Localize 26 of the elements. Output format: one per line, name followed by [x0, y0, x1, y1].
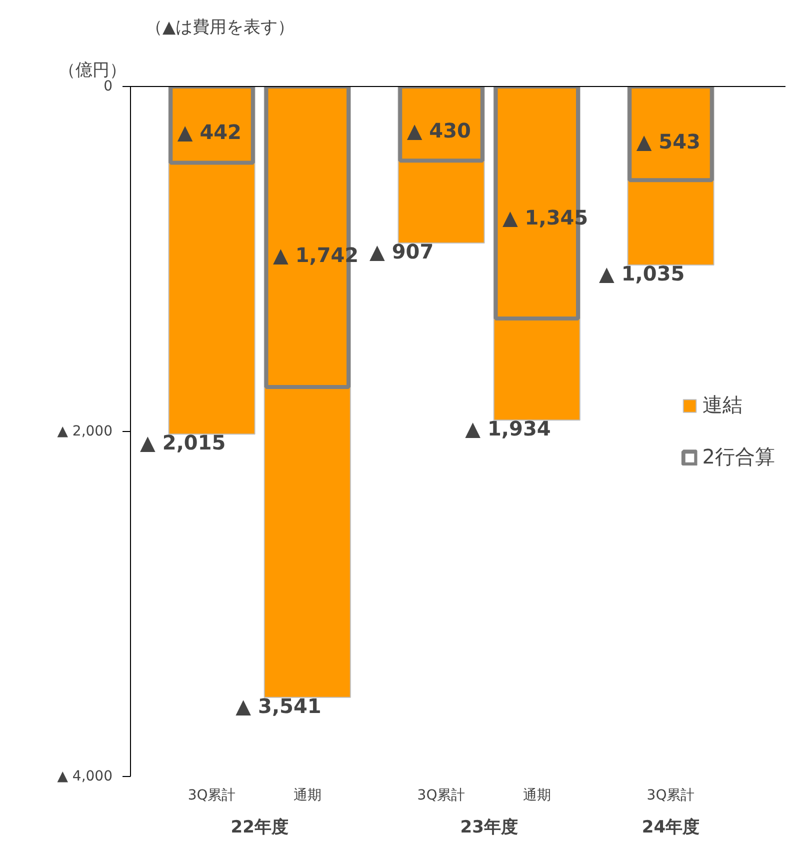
text: 22年度: [230, 818, 288, 838]
x-tick-label: 通期: [293, 788, 322, 804]
data-label: ▲ 430: [406, 118, 471, 143]
y-tick-label: ▲ 2,000: [57, 424, 112, 440]
bar: [627, 86, 714, 266]
y-tick-label: ▲ 4,000: [57, 768, 112, 784]
legend-label: 2行合算: [702, 444, 775, 470]
data-label: ▲ 2,015: [140, 430, 226, 455]
chart-subtitle: （▲は費用を表す）: [146, 18, 295, 38]
y-axis-title: （億円）: [58, 60, 126, 80]
data-label: ▲ 442: [177, 120, 242, 144]
data-label: ▲ 1,934: [465, 416, 551, 441]
text: 24年度: [642, 818, 700, 838]
x-tick-label: 3Q累計: [646, 788, 695, 804]
y-tick-label: 0: [104, 78, 113, 94]
data-label: ▲ 3,541: [236, 694, 322, 718]
x-tick-label: 3Q累計: [188, 788, 236, 804]
data-label: ▲ 1,035: [599, 262, 685, 286]
bar: [168, 86, 256, 435]
data-label: ▲ 907: [370, 240, 434, 264]
text: 23年度: [460, 818, 518, 838]
legend-label: 連結: [702, 392, 742, 418]
bar: [398, 86, 485, 244]
x-tick-label: 通期: [522, 788, 551, 804]
x-tick-label: 3Q累計: [417, 788, 466, 804]
data-label: ▲ 543: [636, 129, 700, 154]
